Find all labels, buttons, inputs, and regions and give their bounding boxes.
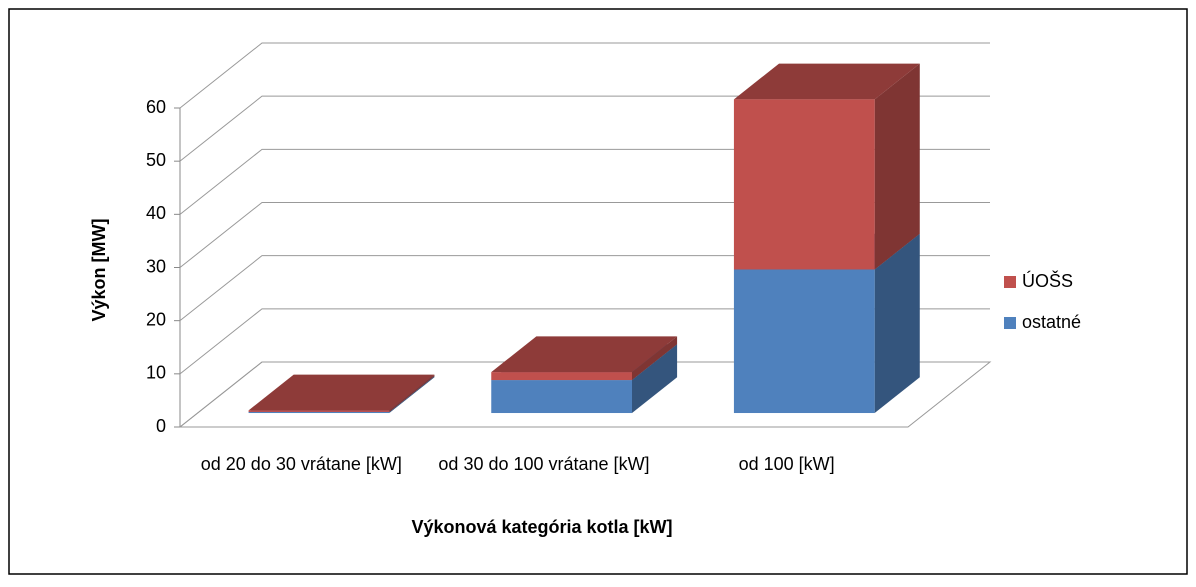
bar bbox=[733, 269, 875, 414]
bar bbox=[248, 410, 390, 412]
bar bbox=[733, 99, 875, 270]
x-tick-label: od 30 do 100 vrátane [kW] bbox=[438, 454, 650, 474]
y-tick-label: 30 bbox=[146, 256, 166, 276]
legend-label: ostatné bbox=[1022, 312, 1081, 332]
bar-side bbox=[632, 336, 678, 381]
bar bbox=[248, 411, 390, 414]
y-tick-label: 0 bbox=[156, 416, 166, 436]
x-tick-label: od 20 do 30 vrátane [kW] bbox=[200, 454, 402, 474]
x-tick-label-box: od 100 [kW] bbox=[738, 454, 835, 474]
chart-border bbox=[8, 8, 1188, 575]
bar-side bbox=[874, 233, 920, 414]
bar-side bbox=[874, 63, 920, 270]
x-tick-label: od 100 [kW] bbox=[738, 454, 835, 474]
y-tick-label: 40 bbox=[146, 203, 166, 223]
bar-top bbox=[248, 374, 435, 411]
y-axis-title: Výkon [MW] bbox=[89, 219, 109, 322]
bar-top bbox=[733, 63, 920, 100]
bar bbox=[491, 380, 633, 414]
bar-side bbox=[389, 376, 435, 414]
y-tick-label: 50 bbox=[146, 150, 166, 170]
y-tick-label: 10 bbox=[146, 363, 166, 383]
grid-line bbox=[179, 42, 990, 109]
legend-swatch bbox=[1004, 276, 1016, 288]
bar bbox=[491, 372, 633, 381]
x-axis-title: Výkonová kategória kotla [kW] bbox=[411, 517, 672, 537]
bar-side bbox=[389, 374, 435, 412]
bar-top bbox=[491, 336, 678, 373]
legend-label: ÚOŠS bbox=[1022, 270, 1073, 291]
legend-swatch bbox=[1004, 317, 1016, 329]
x-tick-label-box: od 20 do 30 vrátane [kW] bbox=[200, 454, 402, 474]
x-tick-label-box: od 30 do 100 vrátane [kW] bbox=[438, 454, 650, 474]
y-tick-label: 20 bbox=[146, 309, 166, 329]
bar-side bbox=[632, 344, 678, 414]
y-tick-label: 60 bbox=[146, 97, 166, 117]
